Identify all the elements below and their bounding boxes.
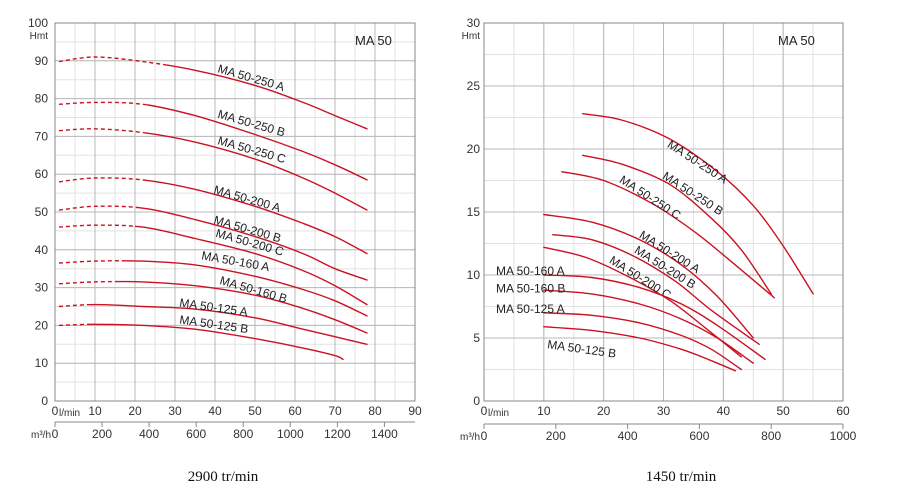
x-tick-label: 40 — [717, 404, 731, 418]
y-tick-label: 70 — [35, 129, 49, 143]
x-tick-label: 10 — [88, 404, 102, 418]
y-tick-label: 0 — [41, 394, 48, 408]
pump-curve-line — [163, 63, 368, 130]
pump-curve-line — [143, 179, 368, 255]
x-tick-label: 30 — [168, 404, 182, 418]
x2-tick-label: 400 — [618, 429, 638, 443]
pump-curve-line — [139, 207, 368, 281]
pump-curve-line — [135, 225, 368, 306]
y-tick-label: 5 — [473, 331, 480, 345]
x2-tick-label: 400 — [139, 427, 159, 441]
x-tick-label: 90 — [408, 404, 422, 418]
y-tick-label: 100 — [28, 16, 48, 30]
y-tick-label: 20 — [467, 142, 481, 156]
pump-curve-line — [582, 113, 814, 295]
pump-curve-line — [543, 274, 766, 361]
pump-curve-line — [543, 289, 754, 364]
y-tick-label: 40 — [35, 243, 49, 257]
x-tick-label: 10 — [537, 404, 551, 418]
y-axis-unit: Hmt — [30, 31, 49, 42]
curve-label: MA 50-160 B — [496, 282, 565, 296]
x-tick-label: 0 — [52, 404, 59, 418]
pump-curve-line — [123, 260, 368, 317]
pump-curve-line — [119, 280, 368, 334]
y-axis-unit: Hmt — [462, 31, 481, 42]
plot-border — [483, 22, 844, 402]
x2-tick-label: 1400 — [371, 427, 398, 441]
x-tick-label: 80 — [368, 404, 382, 418]
pump-curve-line — [143, 131, 368, 211]
y-tick-label: 30 — [35, 281, 49, 295]
x2-axis-unit: m³/h — [460, 432, 480, 443]
chart-title: MA 50 — [778, 33, 815, 48]
y-tick-label: 25 — [467, 79, 481, 93]
x-tick-label: 30 — [657, 404, 671, 418]
pump-curve-line — [543, 213, 754, 339]
x2-tick-label: 800 — [761, 429, 781, 443]
y-tick-label: 0 — [473, 394, 480, 408]
y-tick-label: 50 — [35, 205, 49, 219]
pump-curve-line — [552, 234, 760, 345]
x2-tick-label: 0 — [481, 429, 488, 443]
x2-tick-label: 1200 — [324, 427, 351, 441]
x2-tick-label: 800 — [233, 427, 253, 441]
x-tick-label: 50 — [776, 404, 790, 418]
pump-curve-line — [543, 246, 742, 358]
pump-curve-line — [91, 303, 368, 345]
x-tick-label: 60 — [836, 404, 850, 418]
x2-tick-label: 1000 — [277, 427, 304, 441]
x-tick-label: 20 — [128, 404, 142, 418]
x-axis-unit: l/min — [488, 408, 509, 419]
x-tick-label: 50 — [248, 404, 262, 418]
x2-tick-label: 200 — [92, 427, 112, 441]
pump-curve-line — [543, 326, 736, 372]
y-tick-label: 15 — [467, 205, 481, 219]
y-tick-label: 20 — [35, 318, 49, 332]
curve-label: MA 50-160 A — [496, 264, 565, 278]
x2-tick-label: 1000 — [830, 429, 857, 443]
x2-axis-unit: m³/h — [31, 430, 51, 441]
pump-curve-line — [147, 104, 368, 181]
x-axis-unit: l/min — [59, 408, 80, 419]
x-tick-label: 40 — [208, 404, 222, 418]
x2-tick-label: 600 — [689, 429, 709, 443]
x-tick-label: 20 — [597, 404, 611, 418]
pump-curve-line — [582, 154, 772, 295]
chart-caption: 2900 tr/min — [188, 469, 259, 485]
pump-curve-line — [543, 312, 742, 371]
x-tick-label: 60 — [288, 404, 302, 418]
chart-title: MA 50 — [355, 33, 392, 48]
x-tick-label: 0 — [481, 404, 488, 418]
chart-caption: 1450 tr/min — [646, 469, 717, 485]
y-tick-label: 10 — [35, 356, 49, 370]
x2-tick-label: 600 — [186, 427, 206, 441]
x-tick-label: 70 — [328, 404, 342, 418]
y-tick-label: 60 — [35, 167, 49, 181]
y-tick-label: 10 — [467, 268, 481, 282]
y-tick-label: 30 — [467, 16, 481, 30]
y-tick-label: 80 — [35, 92, 49, 106]
plot-border — [54, 22, 416, 402]
x2-tick-label: 200 — [546, 429, 566, 443]
curve-label: MA 50-125 A — [496, 302, 565, 316]
x2-tick-label: 0 — [52, 427, 59, 441]
pump-curve-line — [91, 323, 344, 361]
y-tick-label: 90 — [35, 54, 49, 68]
pump-curve-line — [561, 171, 775, 299]
